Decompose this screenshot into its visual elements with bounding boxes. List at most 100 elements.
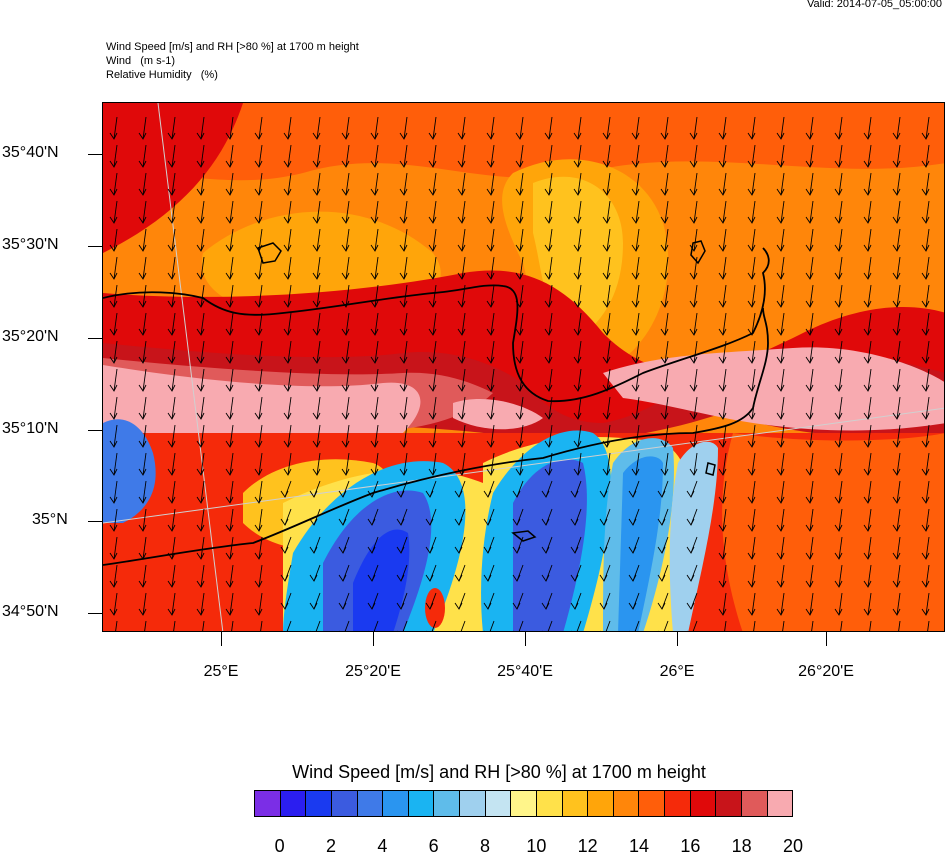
wind-arrow-head xyxy=(367,546,376,554)
wind-arrow-head xyxy=(399,356,408,364)
wind-arrow xyxy=(577,256,582,280)
wind-arrow-head xyxy=(138,580,147,588)
wind-arrow xyxy=(316,424,321,448)
wind-arrow xyxy=(316,340,321,364)
wind-arrow xyxy=(287,200,292,224)
wind-arrow-head xyxy=(399,132,408,140)
wind-arrow xyxy=(432,312,437,336)
lon-tick xyxy=(677,632,678,646)
wind-arrow xyxy=(925,228,930,252)
wind-arrow xyxy=(809,536,814,560)
wind-arrow-head xyxy=(573,440,582,448)
wind-arrow xyxy=(519,144,524,168)
wind-arrow xyxy=(345,452,350,476)
wind-arrow-head xyxy=(805,608,814,616)
wind-arrow xyxy=(896,480,901,504)
wind-arrow-head xyxy=(544,468,553,476)
wind-arrow-head xyxy=(312,412,321,420)
wind-arrow-head xyxy=(689,244,698,252)
wind-arrow-head xyxy=(196,608,205,616)
wind-arrow xyxy=(432,368,437,392)
colorbar-label: 20 xyxy=(782,836,804,856)
wind-arrow xyxy=(809,172,814,196)
wind-arrow xyxy=(403,116,408,140)
wind-arrow-head xyxy=(283,244,292,252)
wind-arrow xyxy=(432,396,437,420)
wind-arrow-head xyxy=(921,440,930,448)
wind-arrow xyxy=(635,228,640,252)
wind-arrow xyxy=(606,284,611,308)
wind-arrow xyxy=(461,312,466,336)
wind-arrow xyxy=(142,312,147,336)
wind-arrow-head xyxy=(109,188,118,196)
wind-arrow xyxy=(403,368,408,392)
wind-arrow xyxy=(869,620,872,631)
wind-arrow xyxy=(258,172,263,196)
wind-arrow-head xyxy=(138,412,147,420)
wind-arrow xyxy=(142,480,147,504)
wind-arrow xyxy=(809,340,814,364)
wind-arrow-head xyxy=(512,602,521,610)
wind-arrow xyxy=(635,284,640,308)
wind-arrow xyxy=(461,452,466,476)
wind-arrow xyxy=(461,200,466,224)
wind-arrow-head xyxy=(571,630,578,631)
wind-arrow-head xyxy=(309,490,318,498)
wind-arrow-head xyxy=(631,300,640,308)
wind-arrow xyxy=(113,312,118,336)
wind-arrow xyxy=(838,396,843,420)
field-nw-dark xyxy=(103,103,243,253)
lat-tick xyxy=(88,246,102,247)
wind-arrow xyxy=(925,396,930,420)
wind-arrow xyxy=(519,424,524,448)
wind-arrow xyxy=(287,284,292,308)
wind-arrow-head xyxy=(776,300,785,308)
wind-arrow-head xyxy=(541,518,550,526)
wind-arrow-head xyxy=(570,574,579,582)
colorbar-swatch xyxy=(434,791,460,816)
wind-arrow-head xyxy=(544,216,553,224)
wind-arrow xyxy=(693,256,698,280)
wind-arrow-head xyxy=(428,468,437,476)
wind-arrow-head xyxy=(225,188,234,196)
wind-arrow-head xyxy=(425,518,434,526)
wind-arrow-head xyxy=(483,490,492,498)
wind-arrow xyxy=(315,620,321,631)
wind-arrow xyxy=(113,508,118,532)
wind-arrow xyxy=(722,368,727,392)
wind-arrow-head xyxy=(109,300,118,308)
wind-arrow-head xyxy=(631,272,640,280)
wind-arrow-head xyxy=(544,132,553,140)
wind-arrow-head xyxy=(455,630,462,631)
wind-arrow xyxy=(780,396,785,420)
lat-tick xyxy=(88,613,102,614)
colorbar-swatch xyxy=(408,791,435,816)
wind-arrow-head xyxy=(689,328,698,336)
wind-arrow xyxy=(171,116,176,140)
wind-arrow-head xyxy=(863,440,872,448)
wind-arrow-head xyxy=(602,188,611,196)
wind-arrow xyxy=(780,424,785,448)
wind-arrow-head xyxy=(631,384,640,392)
wind-arrow-head xyxy=(138,188,147,196)
wind-arrow-head xyxy=(425,546,434,554)
wind-arrow xyxy=(461,340,466,364)
wind-arrow xyxy=(200,452,205,476)
wind-arrow xyxy=(403,452,408,476)
wind-arrow xyxy=(809,116,814,140)
wind-arrow-head xyxy=(396,602,405,610)
wind-arrow-head xyxy=(863,412,872,420)
wind-arrow xyxy=(113,564,118,588)
wind-arrow-head xyxy=(341,412,350,420)
wind-arrow-head xyxy=(109,552,118,560)
wind-arrow-head xyxy=(542,630,549,631)
wind-arrow xyxy=(142,452,147,476)
wind-arrow xyxy=(925,144,930,168)
wind-arrow-head xyxy=(660,356,669,364)
wind-arrow-head xyxy=(138,496,147,504)
wind-arrow xyxy=(345,368,350,392)
wind-arrow xyxy=(374,256,379,280)
wind-arrow xyxy=(200,564,205,588)
wind-arrow-head xyxy=(573,384,582,392)
wind-arrow-head xyxy=(483,602,492,610)
